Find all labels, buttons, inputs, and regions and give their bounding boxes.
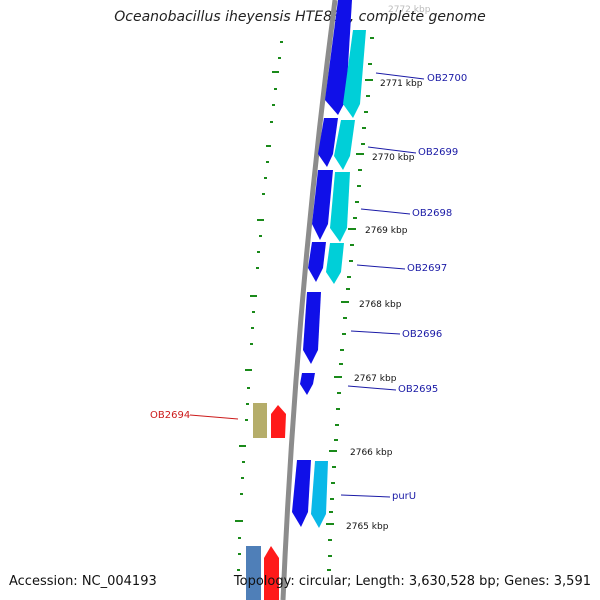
gene-arrow [292, 460, 311, 527]
gene-label[interactable]: OB2694 [150, 410, 190, 421]
gene-label[interactable]: OB2698 [412, 208, 452, 219]
leader-line [347, 385, 397, 391]
genome-summary-text: Topology: circular; Length: 3,630,528 bp… [233, 574, 591, 589]
scale-label: 2766 kbp [350, 448, 393, 458]
gene-label[interactable]: OB2695 [398, 384, 438, 395]
gene-track-reverse [311, 30, 366, 528]
leader-line [356, 264, 406, 270]
gene-label[interactable]: OB2697 [407, 263, 447, 274]
gene-arrow [325, 0, 352, 115]
outer-tick-ring [326, 37, 374, 571]
gene-arrow [311, 461, 328, 528]
gene-arrow [271, 405, 286, 438]
gene-arrow [300, 373, 315, 395]
gene-arrow [334, 120, 355, 170]
scale-label: 2767 kbp [354, 374, 397, 384]
gene-track-forward [292, 0, 352, 527]
scale-label: 2765 kbp [346, 522, 389, 532]
scale-label: 2769 kbp [365, 226, 408, 236]
gene-label[interactable]: OB2700 [427, 73, 467, 84]
scale-label: 2768 kbp [359, 300, 402, 310]
gene-arrow [326, 243, 344, 284]
gene-label[interactable]: purU [392, 491, 416, 502]
leader-line [350, 330, 401, 335]
scale-label: 2771 kbp [380, 79, 423, 89]
scale-labels: 2772 kbp 2771 kbp 2770 kbp 2769 kbp 2768… [346, 5, 431, 532]
gene-track-other [246, 403, 286, 600]
gene-arrow [308, 242, 326, 282]
leader-line [189, 414, 239, 420]
scale-label: 2772 kbp [388, 5, 431, 15]
gene-box [253, 403, 267, 438]
leader-line [375, 72, 425, 80]
leader-line [340, 494, 391, 498]
gene-arrow [330, 172, 350, 242]
gene-arrow [312, 170, 333, 240]
backbone-arc [280, 0, 338, 600]
inner-tick-ring [235, 41, 283, 571]
gene-arrow [343, 30, 366, 118]
gene-label[interactable]: OB2699 [418, 147, 458, 158]
accession-text: Accession: NC_004193 [9, 574, 157, 589]
leader-line [367, 146, 417, 154]
genome-title: Oceanobacillus iheyensis HTE831, complet… [114, 9, 486, 25]
gene-label[interactable]: OB2696 [402, 329, 442, 340]
gene-labels: OB2700 OB2699 OB2698 OB2697 OB2696 OB269… [150, 73, 467, 502]
gene-arrow [303, 292, 321, 364]
label-leaders [189, 72, 425, 498]
gene-box [246, 546, 261, 600]
scale-label: 2770 kbp [372, 153, 415, 163]
gene-arrow [318, 118, 338, 167]
gene-arrow [264, 546, 279, 600]
leader-line [360, 208, 411, 215]
